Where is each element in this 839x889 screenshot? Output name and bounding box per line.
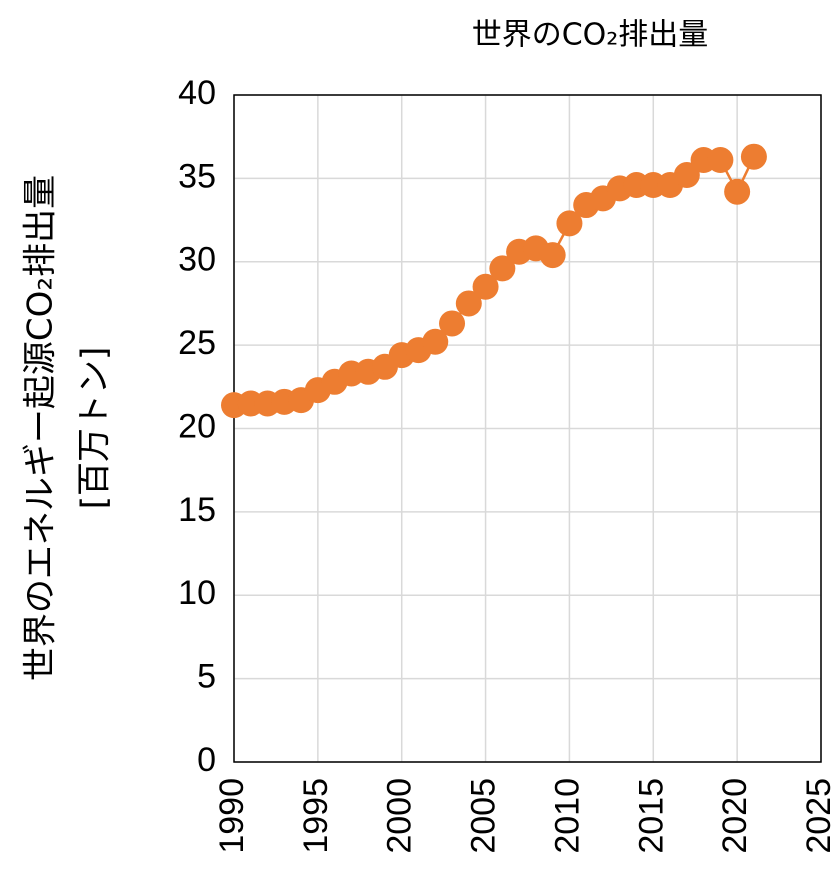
x-tick-label: 2000 xyxy=(381,778,419,854)
x-tick-label: 2005 xyxy=(465,778,503,854)
marker xyxy=(422,328,449,355)
x-tick-label: 2025 xyxy=(800,778,838,854)
y-tick-label: 15 xyxy=(178,491,216,529)
x-tick-label: 2015 xyxy=(632,778,670,854)
plot-border xyxy=(233,94,822,763)
marker xyxy=(539,242,566,269)
y-tick-label: 30 xyxy=(178,241,216,279)
y-tick-label: 35 xyxy=(178,157,216,195)
marker xyxy=(556,210,583,237)
marker xyxy=(439,310,466,337)
y-axis-label: 世界のエネルギー起源CO₂排出量 xyxy=(21,175,61,681)
y-tick-label: 40 xyxy=(178,74,216,112)
y-tick-label: 20 xyxy=(178,407,216,445)
x-tick-label: 1995 xyxy=(297,778,335,854)
marker xyxy=(489,255,516,282)
y-tick-label: 5 xyxy=(197,658,216,696)
marker xyxy=(707,147,734,174)
marker xyxy=(673,162,700,189)
marker xyxy=(724,178,751,205)
x-tick-label: 1990 xyxy=(213,778,251,854)
y-axis-label: [百万トン] xyxy=(75,347,115,510)
x-tick-label: 2010 xyxy=(548,778,586,854)
chart-title: 世界のCO₂排出量 xyxy=(472,18,709,53)
marker xyxy=(455,290,482,317)
y-tick-label: 25 xyxy=(178,324,216,362)
y-tick-label: 10 xyxy=(178,574,216,612)
marker xyxy=(740,143,767,170)
marker xyxy=(472,273,499,300)
x-tick-label: 2020 xyxy=(716,778,754,854)
y-tick-label: 0 xyxy=(197,741,216,779)
